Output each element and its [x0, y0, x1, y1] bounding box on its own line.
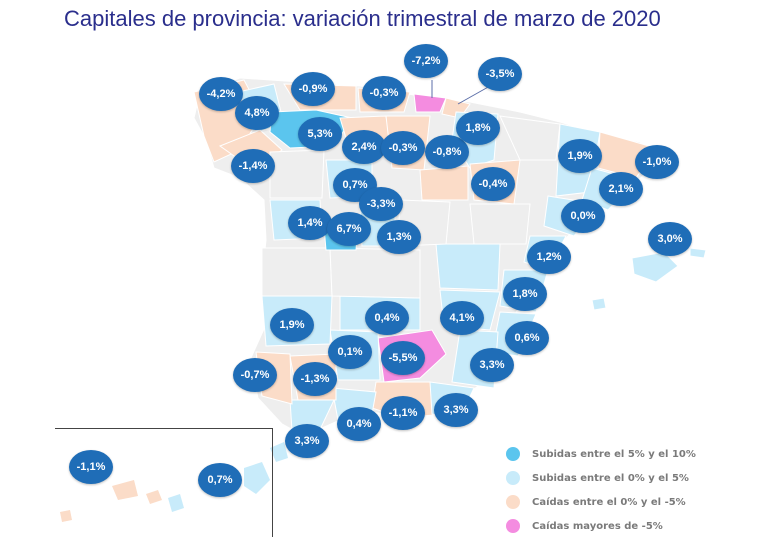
- badge-santa-cruz-tenerife: -1,1%: [69, 450, 113, 484]
- badge-malaga: 0,4%: [337, 407, 381, 441]
- canary-island-5: [270, 442, 288, 462]
- badge-almeria: 3,3%: [434, 393, 478, 427]
- legend-item-rise-5-10: Subidas entre el 5% y el 10%: [506, 442, 696, 466]
- legend-label: Caídas entre el 0% y el -5%: [532, 496, 686, 508]
- island-ibiza: [591, 297, 607, 311]
- badge-ciudad-real: 0,4%: [365, 301, 409, 335]
- region-huesca: [499, 115, 561, 161]
- region-soria: [419, 165, 469, 201]
- badge-lugo: 4,8%: [235, 96, 279, 130]
- badge-huelva: -0,7%: [233, 358, 277, 392]
- badge-salamanca: 1,4%: [288, 206, 332, 240]
- badge-cordoba: 0,1%: [328, 335, 372, 369]
- badge-valencia: 1,8%: [503, 277, 547, 311]
- badge-zaragoza: -0,4%: [471, 167, 515, 201]
- legend-swatch: [506, 447, 520, 461]
- badge-segovia: -3,3%: [359, 187, 403, 221]
- map-title: Capitales de provincia: variación trimes…: [64, 6, 661, 31]
- badge-leon: 5,3%: [298, 117, 342, 151]
- region-toledo: [329, 247, 421, 299]
- badge-tarragona: 0,0%: [561, 199, 605, 233]
- legend-label: Caídas mayores de -5%: [532, 520, 663, 532]
- canary-islands-inset-frame: [55, 428, 273, 537]
- region-zamora: [269, 149, 325, 199]
- badge-madrid: 1,3%: [377, 220, 421, 254]
- legend-label: Subidas entre el 5% y el 10%: [532, 448, 696, 460]
- badge-vitoria: -0,8%: [425, 135, 469, 169]
- badge-lleida: 1,9%: [558, 139, 602, 173]
- badge-sevilla: -1,3%: [293, 362, 337, 396]
- island-menorca: [689, 247, 707, 259]
- badge-badajoz: 1,9%: [270, 308, 314, 342]
- badge-jaen: -5,5%: [381, 341, 425, 375]
- map-legend: Subidas entre el 5% y el 10% Subidas ent…: [506, 442, 696, 538]
- canary-island-4: [244, 462, 270, 494]
- badge-palencia: 2,4%: [342, 130, 386, 164]
- region-caceres: [261, 247, 333, 297]
- badge-bilbao: -7,2%: [404, 44, 448, 78]
- legend-item-fall-gt-5: Caídas mayores de -5%: [506, 514, 696, 538]
- legend-swatch: [506, 495, 520, 509]
- canary-island-6: [60, 510, 72, 522]
- badge-burgos: -0,3%: [381, 131, 425, 165]
- legend-swatch: [506, 519, 520, 533]
- region-bizkaia: [413, 93, 447, 113]
- badge-girona: -1,0%: [635, 145, 679, 179]
- leader-line-gipuzkoa: [457, 85, 491, 105]
- legend-label: Subidas entre el 0% y el 5%: [532, 472, 689, 484]
- badge-cadiz: 3,3%: [285, 424, 329, 458]
- badge-barcelona: 2,1%: [599, 172, 643, 206]
- region-cuenca: [435, 243, 501, 291]
- badge-a-coruna: -4,2%: [199, 77, 243, 111]
- badge-ourense: -1,4%: [231, 149, 275, 183]
- canary-island-1: [112, 480, 138, 500]
- region-teruel: [469, 203, 531, 245]
- badge-oviedo: -0,9%: [291, 72, 335, 106]
- badge-albacete: 4,1%: [440, 301, 484, 335]
- badge-alicante: 0,6%: [505, 321, 549, 355]
- badge-murcia: 3,3%: [470, 348, 514, 382]
- legend-swatch: [506, 471, 520, 485]
- island-mallorca: [631, 251, 679, 283]
- badge-santander: -0,3%: [362, 76, 406, 110]
- legend-item-rise-0-5: Subidas entre el 0% y el 5%: [506, 466, 696, 490]
- canary-island-2: [146, 490, 162, 504]
- legend-item-fall-0-5: Caídas entre el 0% y el -5%: [506, 490, 696, 514]
- canary-island-3: [168, 494, 184, 512]
- badge-castellon: 1,2%: [527, 240, 571, 274]
- badge-las-palmas: 0,7%: [198, 463, 242, 497]
- badge-pamplona: 1,8%: [456, 111, 500, 145]
- badge-palma: 3,0%: [648, 222, 692, 256]
- badge-granada: -1,1%: [381, 396, 425, 430]
- badge-avila: 6,7%: [327, 212, 371, 246]
- badge-san-sebastian: -3,5%: [478, 57, 522, 91]
